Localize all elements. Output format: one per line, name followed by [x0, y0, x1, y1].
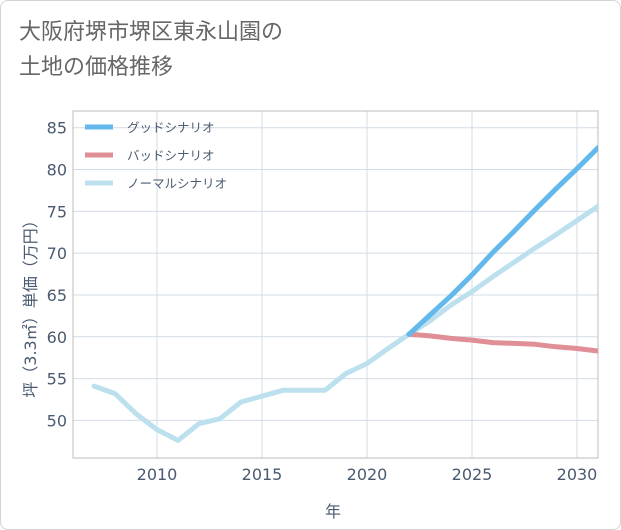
legend-label: ノーマルシナリオ [127, 176, 227, 191]
axis-ticks: 2010 2015 2020 2025 2030 50 55 60 65 70 75 80 85 [47, 119, 598, 484]
y-axis-label: 坪（3.3㎡）単価（万円） [21, 212, 40, 398]
legend-label: グッドシナリオ [127, 120, 215, 135]
x-axis-label: 年 [324, 502, 342, 521]
y-tick-label: 65 [47, 286, 67, 305]
y-tick-label: 70 [47, 244, 67, 263]
plot-area [72, 110, 599, 459]
series-line-2 [91, 203, 598, 443]
y-tick-label: 50 [47, 411, 67, 430]
series-line-1 [406, 331, 598, 354]
x-tick-label: 2030 [557, 465, 598, 484]
x-tick-label: 2010 [137, 465, 178, 484]
x-tick-label: 2025 [452, 465, 493, 484]
x-tick-label: 2015 [242, 465, 283, 484]
y-tick-label: 55 [47, 370, 67, 389]
series-lines [91, 145, 598, 443]
legend-label: バッドシナリオ [127, 148, 215, 163]
y-tick-label: 80 [47, 161, 67, 180]
y-tick-label: 60 [47, 328, 67, 347]
chart-title-line-2: 土地の価格推移 [19, 55, 174, 80]
y-tick-label: 75 [47, 202, 67, 221]
chart-title: 大阪府堺市堺区東永山園の 土地の価格推移 [19, 15, 283, 85]
y-tick-label: 85 [47, 119, 67, 138]
series-line-0 [406, 145, 598, 337]
chart-title-line-1: 大阪府堺市堺区東永山園の [19, 20, 284, 45]
grid-lines [73, 111, 598, 458]
x-tick-label: 2020 [347, 465, 388, 484]
